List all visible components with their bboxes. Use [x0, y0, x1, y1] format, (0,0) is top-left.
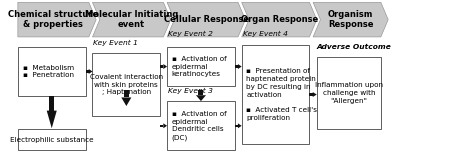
FancyBboxPatch shape: [92, 53, 160, 116]
Polygon shape: [92, 2, 171, 37]
Polygon shape: [49, 96, 54, 111]
Polygon shape: [238, 123, 242, 128]
Polygon shape: [160, 124, 164, 127]
Text: Cellular Response: Cellular Response: [164, 15, 249, 24]
Polygon shape: [167, 2, 246, 37]
Polygon shape: [196, 95, 206, 101]
Text: Organism
Response: Organism Response: [328, 10, 374, 29]
Polygon shape: [164, 64, 167, 69]
Polygon shape: [124, 90, 129, 97]
Text: Key Event 4: Key Event 4: [243, 31, 288, 37]
Text: Chemical structure
& properties: Chemical structure & properties: [8, 10, 99, 29]
Text: Electrophilic substance: Electrophilic substance: [10, 137, 93, 143]
Polygon shape: [238, 64, 242, 69]
Polygon shape: [89, 69, 92, 74]
Polygon shape: [313, 92, 317, 97]
FancyBboxPatch shape: [167, 47, 235, 86]
Text: ▪  Metabolism
▪  Penetration: ▪ Metabolism ▪ Penetration: [23, 65, 74, 78]
Polygon shape: [235, 124, 238, 127]
Polygon shape: [121, 97, 131, 106]
Text: Organ Response: Organ Response: [241, 15, 318, 24]
Text: Key Event 2: Key Event 2: [168, 31, 213, 37]
Polygon shape: [47, 111, 57, 128]
Polygon shape: [310, 93, 313, 96]
Text: Inflammation upon
challenge with
"Allergen": Inflammation upon challenge with "Allerg…: [315, 82, 383, 104]
Text: Covalent interaction
with skin proteins
; Haptenation: Covalent interaction with skin proteins …: [90, 74, 163, 95]
Polygon shape: [199, 90, 203, 95]
FancyBboxPatch shape: [167, 101, 235, 151]
FancyBboxPatch shape: [242, 45, 310, 144]
Polygon shape: [164, 123, 167, 128]
Text: ▪  Activation of
epidermal
keratinocytes: ▪ Activation of epidermal keratinocytes: [172, 56, 226, 77]
Text: Adverse Outcome: Adverse Outcome: [317, 44, 392, 50]
Polygon shape: [18, 2, 96, 37]
Text: ▪  Activation of
epidermal
Dendritic cells
(DC): ▪ Activation of epidermal Dendritic cell…: [172, 111, 226, 141]
Polygon shape: [313, 2, 388, 37]
Text: ▪  Presentation of
haptenated protein
by DC resulting in
activation

▪  Activate: ▪ Presentation of haptenated protein by …: [246, 68, 317, 121]
Polygon shape: [242, 2, 317, 37]
FancyBboxPatch shape: [18, 129, 86, 151]
FancyBboxPatch shape: [18, 47, 86, 96]
Text: Molecular Initiating
event: Molecular Initiating event: [85, 10, 178, 29]
Text: Key Event 3: Key Event 3: [168, 88, 213, 94]
Polygon shape: [235, 65, 238, 68]
Polygon shape: [86, 70, 89, 73]
Polygon shape: [160, 65, 164, 68]
FancyBboxPatch shape: [317, 57, 381, 129]
Text: Key Event 1: Key Event 1: [93, 40, 138, 46]
